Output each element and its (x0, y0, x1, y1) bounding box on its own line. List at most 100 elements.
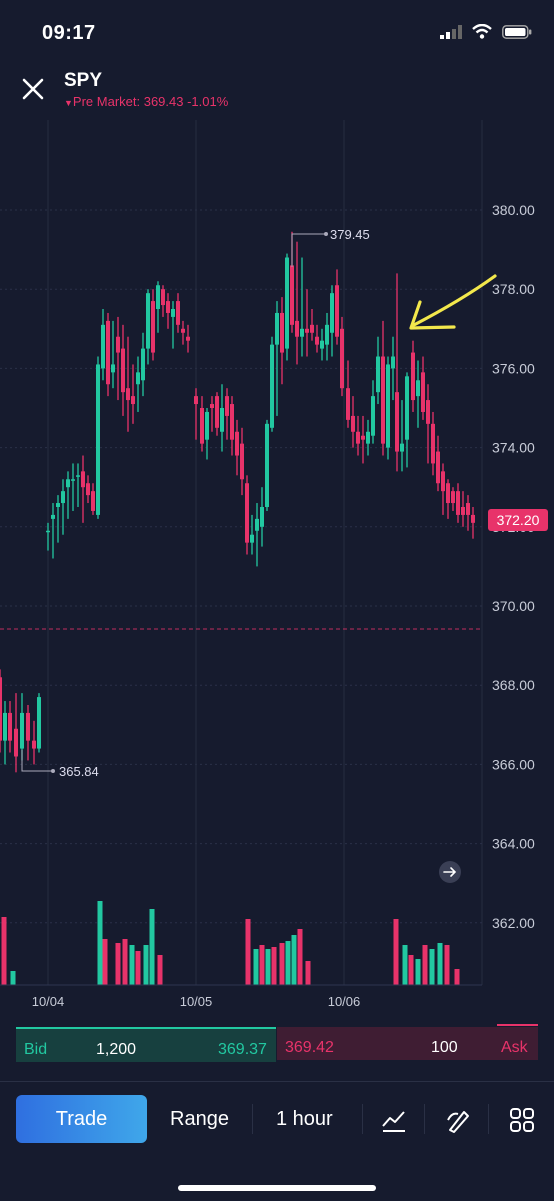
candle (126, 336, 130, 432)
high-price-marker: 379.45 (291, 227, 370, 267)
candle (200, 396, 204, 452)
low-price-marker: 365.84 (21, 750, 99, 779)
volume-bar (271, 947, 277, 985)
candle (250, 514, 254, 555)
volume-bar (10, 971, 16, 985)
candle (376, 336, 380, 405)
candle (215, 392, 219, 436)
candle (106, 312, 110, 397)
candle (26, 705, 30, 761)
battery-icon (502, 24, 532, 39)
candle (61, 479, 65, 535)
volume-bar (115, 943, 121, 985)
candle (230, 396, 234, 456)
candle (335, 269, 339, 345)
candle (436, 435, 440, 492)
candle (136, 356, 140, 412)
candle (366, 419, 370, 456)
y-axis-tick-label: 374.00 (492, 440, 535, 456)
premarket-quote: ▼Pre Market: 369.43 -1.01% (64, 94, 228, 109)
price-chart[interactable]: 380.00378.00376.00374.00372.00370.00368.… (0, 120, 554, 1020)
trade-button[interactable]: Trade (16, 1095, 147, 1143)
candle (161, 285, 165, 317)
toolbar-divider (424, 1104, 425, 1134)
bid-size: 1,200 (96, 1041, 137, 1058)
y-axis-tick-label: 370.00 (492, 598, 535, 614)
candle (391, 336, 395, 401)
drawing-tools-icon[interactable] (444, 1106, 472, 1134)
candle (255, 503, 259, 567)
y-axis-tick-label: 368.00 (492, 677, 535, 693)
volume-bar (122, 939, 128, 985)
interval-button[interactable]: 1 hour (276, 1108, 333, 1130)
volume-bar (297, 929, 303, 985)
volume-bar (393, 919, 399, 985)
candle (245, 475, 249, 555)
down-triangle-icon: ▼ (64, 98, 73, 108)
range-button[interactable]: Range (170, 1108, 229, 1130)
volume-bar (135, 951, 141, 985)
candle (101, 309, 105, 381)
last-price-label: 372.20 (497, 512, 540, 528)
layout-grid-icon[interactable] (508, 1106, 536, 1134)
candle (315, 324, 319, 353)
candle (20, 693, 24, 761)
y-axis-tick-label: 362.00 (492, 915, 535, 931)
candle (441, 463, 445, 515)
bid-price: 369.37 (218, 1041, 267, 1058)
candle (91, 483, 95, 515)
candle (386, 356, 390, 460)
candle (300, 257, 304, 357)
scroll-to-latest-button[interactable] (439, 861, 461, 883)
indicators-icon[interactable] (380, 1106, 408, 1134)
candle (56, 495, 60, 543)
volume-bar (129, 945, 135, 985)
candle (51, 503, 55, 559)
candle (395, 273, 399, 472)
volume-bar (437, 943, 443, 985)
candle (400, 400, 404, 472)
volume-bar (402, 945, 408, 985)
toolbar-divider (488, 1104, 489, 1134)
candle (151, 289, 155, 361)
candle (131, 364, 135, 424)
candle (456, 483, 460, 523)
toolbar-divider (252, 1104, 253, 1134)
close-icon[interactable] (18, 74, 48, 104)
y-axis-tick-label: 378.00 (492, 281, 535, 297)
candle (310, 309, 314, 341)
candle (32, 720, 36, 765)
y-axis-tick-label: 366.00 (492, 756, 535, 772)
volume-bar (265, 949, 271, 985)
volume-bar (408, 955, 414, 985)
y-axis-tick-label: 376.00 (492, 360, 535, 376)
candle (416, 360, 420, 428)
volume-bar (279, 943, 285, 985)
candle (141, 332, 145, 397)
ask-panel[interactable]: 369.42 100 Ask (277, 1027, 538, 1060)
bid-label: Bid (24, 1041, 48, 1058)
candle (405, 372, 409, 468)
candle (295, 241, 299, 365)
candle (451, 487, 455, 511)
y-axis-tick-label: 364.00 (492, 836, 535, 852)
bid-panel[interactable]: Bid 1,200 369.37 (16, 1027, 276, 1062)
x-axis-tick-label: 10/04 (32, 994, 65, 1009)
candle (86, 475, 90, 504)
last-price-badge: 372.20 (488, 509, 548, 531)
candle (176, 293, 180, 333)
candle (186, 324, 190, 353)
candle (325, 312, 329, 361)
candle (181, 320, 185, 345)
x-axis-tick-label: 10/05 (180, 994, 213, 1009)
ask-indicator (497, 1024, 538, 1026)
status-icons (440, 24, 532, 39)
candle (275, 301, 279, 416)
volume-bar (143, 945, 149, 985)
candle (240, 427, 244, 496)
low-price-label: 365.84 (59, 764, 99, 779)
candle (225, 388, 229, 440)
ticker-symbol: SPY (64, 70, 103, 91)
candle (361, 415, 365, 464)
candlestick-chart-svg[interactable]: 380.00378.00376.00374.00372.00370.00368.… (0, 120, 554, 1020)
